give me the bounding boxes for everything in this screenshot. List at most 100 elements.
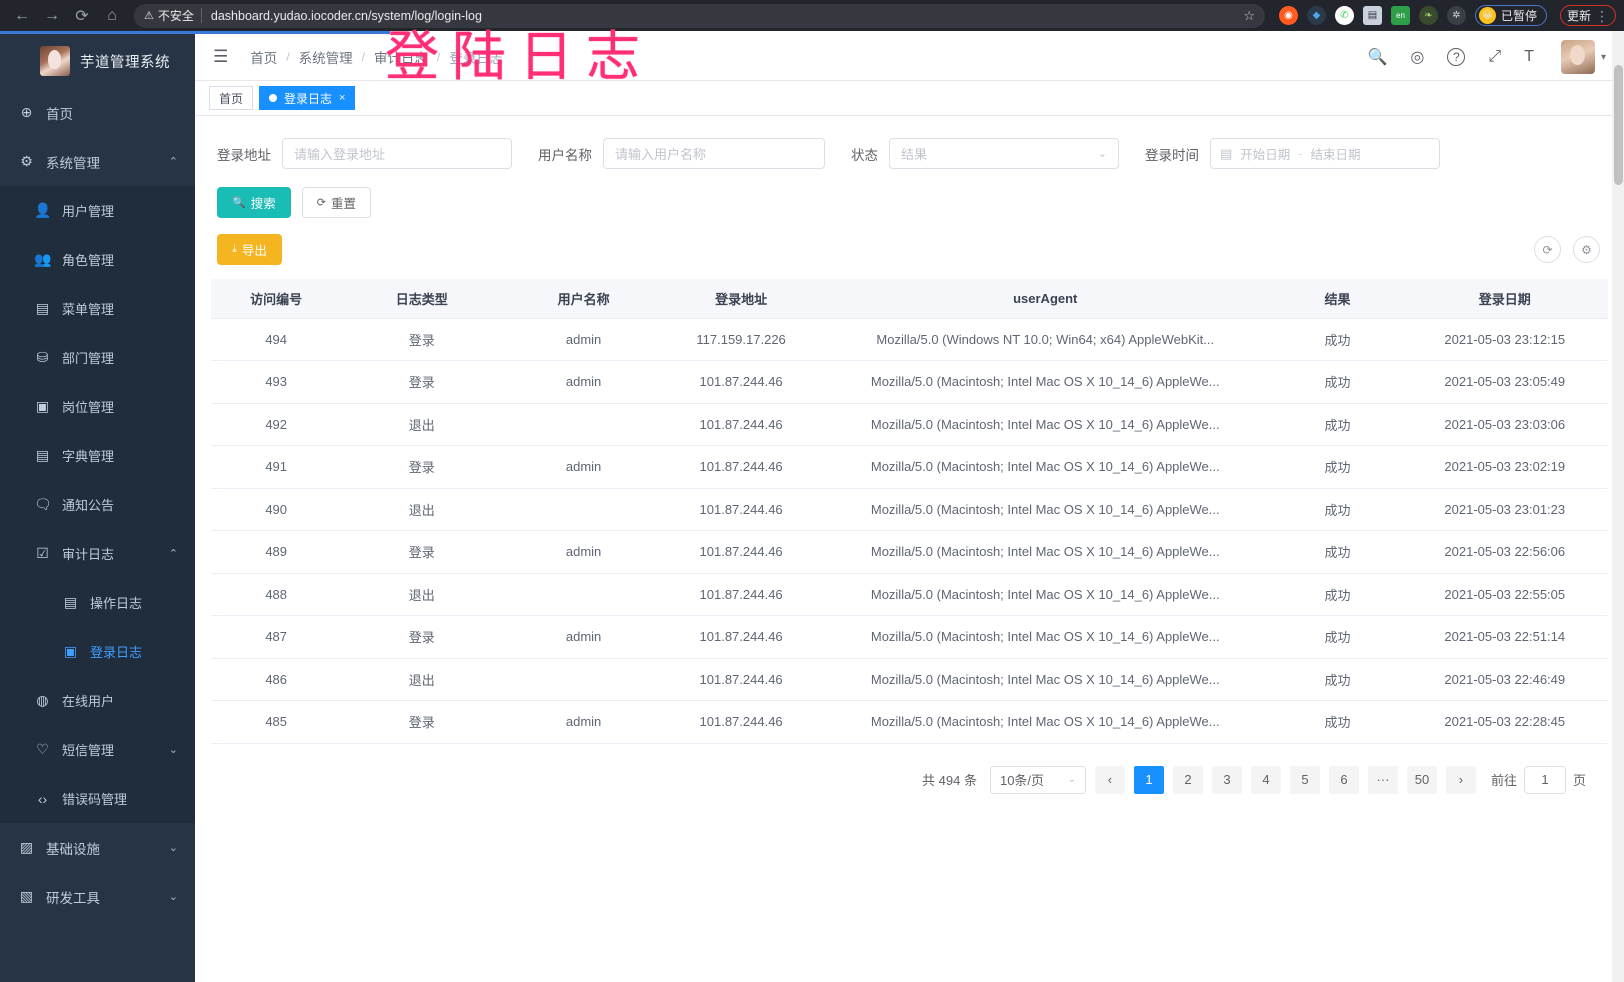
table-row[interactable]: 488 退出 101.87.244.46 Mozilla/5.0 (Macintosh… [211, 573, 1608, 616]
tab-home-label: 首页 [219, 91, 244, 106]
sidebar-item-16[interactable]: ▧ 研发工具 ⌄ [0, 872, 195, 921]
page-button-5[interactable]: 5 [1289, 765, 1320, 794]
font-size-icon[interactable]: T [1524, 48, 1534, 65]
sidebar-item-10[interactable]: ▤ 操作日志 [0, 578, 195, 627]
column-settings-button[interactable]: ⚙ [1573, 236, 1600, 263]
hamburger-icon[interactable]: ☰ [213, 47, 229, 66]
sidebar-item-label: 角色管理 [62, 253, 115, 268]
page-button-1[interactable]: 1 [1133, 765, 1164, 794]
sidebar-item-14[interactable]: ‹› 错误码管理 [0, 774, 195, 823]
page-size-select[interactable]: 10条/页 ⌄ [989, 765, 1086, 794]
column-header-ip[interactable]: 登录地址 [665, 279, 818, 319]
cell-user: admin [502, 360, 666, 404]
page-size-value: 10条/页 [999, 773, 1045, 788]
refresh-table-button[interactable]: ⟳ [1534, 236, 1561, 263]
login-address-label: 登录地址 [217, 147, 271, 163]
leaf-extension-icon[interactable]: ❧ [1418, 6, 1438, 25]
page-button-50[interactable]: 50 [1406, 765, 1437, 794]
bookmark-star-icon[interactable]: ☆ [1243, 7, 1255, 23]
kebab-menu-icon[interactable]: ⋮ [1595, 7, 1609, 24]
table-row[interactable]: 490 退出 101.87.244.46 Mozilla/5.0 (Macintosh… [211, 488, 1608, 531]
daterange-dash: - [1298, 146, 1303, 161]
search-button[interactable]: 🔍 搜索 [217, 187, 291, 218]
column-header-result[interactable]: 结果 [1273, 279, 1402, 319]
update-button[interactable]: 更新 ⋮ [1559, 5, 1616, 26]
sidebar-item-9[interactable]: ☑ 审计日志 ⌃ [0, 529, 195, 578]
page-button-2[interactable]: 2 [1172, 765, 1203, 794]
column-header-useragent[interactable]: userAgent [817, 279, 1274, 319]
jump-page-input[interactable]: 1 [1523, 765, 1566, 794]
tab-home[interactable]: 首页 [209, 86, 254, 110]
user-menu[interactable]: ▾ [1560, 40, 1606, 74]
sidebar-item-0[interactable]: ⊕ 首页 [0, 88, 195, 137]
column-header-id[interactable]: 访问编号 [211, 279, 342, 319]
breadcrumb-item-1[interactable]: 系统管理 [298, 51, 353, 66]
page-scrollbar[interactable] [1612, 31, 1624, 982]
page-button-3[interactable]: 3 [1211, 765, 1242, 794]
brand[interactable]: 芋道管理系统 [0, 34, 195, 88]
table-row[interactable]: 493 登录 admin 101.87.244.46 Mozilla/5.0 (Maci… [211, 360, 1608, 404]
paused-status-pill[interactable]: 😀 已暂停 [1474, 5, 1547, 26]
table-row[interactable]: 486 退出 101.87.244.46 Mozilla/5.0 (Macintosh… [211, 658, 1608, 701]
column-header-date[interactable]: 登录日期 [1401, 279, 1608, 319]
page-button-6[interactable]: 6 [1328, 765, 1359, 794]
sidebar-item-12[interactable]: ◍ 在线用户 [0, 676, 195, 725]
sidebar-item-1[interactable]: ⚙ 系统管理 ⌃ [0, 137, 195, 186]
table-row[interactable]: 492 退出 101.87.244.46 Mozilla/5.0 (Macintosh… [211, 403, 1608, 446]
page-ellipsis-button[interactable]: ··· [1367, 765, 1398, 794]
sidebar-item-3[interactable]: 👥 角色管理 [0, 235, 195, 284]
page-button-4[interactable]: 4 [1250, 765, 1281, 794]
address-bar[interactable]: ⚠ 不安全 dashboard.yudao.iocoder.cn/system/… [134, 3, 1265, 28]
cell-type: 登录 [341, 615, 503, 659]
sidebar-item-13[interactable]: ♡ 短信管理 ⌄ [0, 725, 195, 774]
login-time-daterange[interactable]: ▤ 开始日期 - 结束日期 [1210, 138, 1440, 169]
sidebar-item-5[interactable]: ⛁ 部门管理 [0, 333, 195, 382]
clipboard-extension-icon[interactable]: ▤ [1362, 6, 1382, 25]
tab-login-log[interactable]: 登录日志 × [259, 86, 356, 110]
diamond-extension-icon[interactable]: ◆ [1306, 6, 1326, 25]
cell-useragent: Mozilla/5.0 (Macintosh; Intel Mac OS X 1… [817, 403, 1274, 446]
cell-id: 485 [211, 700, 342, 744]
status-select[interactable]: 结果 ⌄ [889, 138, 1119, 169]
login-address-input[interactable]: 请输入登录地址 [282, 138, 512, 169]
wechat-extension-icon[interactable]: ✆ [1334, 6, 1354, 25]
puzzle-extension-icon[interactable]: ✲ [1446, 6, 1466, 25]
reset-button[interactable]: ⟳ 重置 [301, 187, 371, 218]
cell-user: admin [502, 445, 666, 489]
table-row[interactable]: 494 登录 admin 117.159.17.226 Mozilla/5.0 (Win… [211, 318, 1608, 361]
tab-active-dot-icon [269, 94, 278, 102]
chevron-down-icon: ⌄ [1097, 148, 1107, 160]
close-icon[interactable]: × [339, 92, 346, 104]
cell-date: 2021-05-03 22:56:06 [1401, 530, 1608, 574]
scrollbar-thumb[interactable] [1614, 65, 1623, 185]
forward-icon[interactable]: → [44, 6, 60, 24]
breadcrumb-item-0[interactable]: 首页 [250, 51, 278, 66]
table-row[interactable]: 489 登录 admin 101.87.244.46 Mozilla/5.0 (Maci… [211, 530, 1608, 574]
github-icon[interactable]: ◎ [1410, 49, 1425, 66]
help-icon[interactable]: ? [1447, 48, 1466, 66]
sidebar-item-2[interactable]: 👤 用户管理 [0, 186, 195, 235]
translate-extension-icon[interactable]: en [1390, 6, 1410, 25]
sidebar-item-11[interactable]: ▣ 登录日志 [0, 627, 195, 676]
column-header-type[interactable]: 日志类型 [341, 279, 503, 319]
breadcrumb-item-2[interactable]: 审计日志 [373, 51, 428, 66]
table-row[interactable]: 487 登录 admin 101.87.244.46 Mozilla/5.0 (Maci… [211, 615, 1608, 659]
sidebar-item-8[interactable]: 🗨 通知公告 [0, 480, 195, 529]
sidebar-item-4[interactable]: ▤ 菜单管理 [0, 284, 195, 333]
table-row[interactable]: 485 登录 admin 101.87.244.46 Mozilla/5.0 (Maci… [211, 700, 1608, 744]
sidebar-item-6[interactable]: ▣ 岗位管理 [0, 382, 195, 431]
search-icon[interactable]: 🔍 [1367, 49, 1388, 66]
sidebar-item-15[interactable]: ▨ 基础设施 ⌄ [0, 823, 195, 872]
odysee-extension-icon[interactable]: ◉ [1278, 6, 1298, 25]
prev-page-button[interactable]: ‹ [1094, 765, 1125, 794]
column-header-user[interactable]: 用户名称 [502, 279, 666, 319]
user-name-input[interactable]: 请输入用户名称 [603, 138, 825, 169]
sidebar-item-7[interactable]: ▤ 字典管理 [0, 431, 195, 480]
next-page-button[interactable]: › [1445, 765, 1476, 794]
fullscreen-icon[interactable]: ⤢ [1488, 48, 1502, 65]
back-icon[interactable]: ← [14, 6, 30, 24]
reload-icon[interactable]: ⟳ [75, 7, 89, 25]
table-row[interactable]: 491 登录 admin 101.87.244.46 Mozilla/5.0 (Maci… [211, 445, 1608, 489]
export-button[interactable]: ⤓ 导出 [217, 234, 282, 265]
home-icon[interactable]: ⌂ [107, 6, 117, 24]
